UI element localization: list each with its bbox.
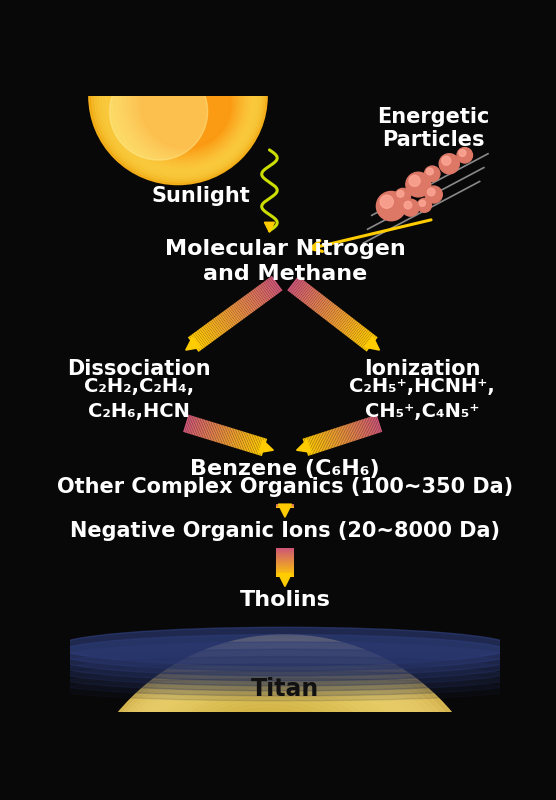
Circle shape bbox=[424, 166, 440, 182]
Circle shape bbox=[136, 708, 398, 800]
Circle shape bbox=[113, 32, 250, 167]
Circle shape bbox=[136, 54, 234, 152]
Ellipse shape bbox=[26, 760, 544, 800]
Circle shape bbox=[153, 727, 370, 800]
Text: Molecular Nitrogen
and Methane: Molecular Nitrogen and Methane bbox=[165, 239, 405, 284]
Circle shape bbox=[425, 186, 442, 203]
Text: Dissociation: Dissociation bbox=[67, 359, 211, 379]
Circle shape bbox=[395, 188, 410, 204]
Ellipse shape bbox=[2, 752, 556, 800]
Circle shape bbox=[419, 200, 425, 206]
Circle shape bbox=[150, 723, 376, 800]
Circle shape bbox=[459, 150, 466, 157]
Ellipse shape bbox=[57, 664, 513, 691]
Circle shape bbox=[86, 654, 474, 800]
Ellipse shape bbox=[57, 650, 513, 681]
Circle shape bbox=[103, 674, 447, 800]
Circle shape bbox=[141, 59, 230, 148]
Circle shape bbox=[402, 199, 419, 216]
Ellipse shape bbox=[57, 678, 513, 701]
Circle shape bbox=[96, 666, 458, 800]
Ellipse shape bbox=[57, 642, 513, 676]
Circle shape bbox=[110, 62, 207, 160]
Circle shape bbox=[418, 198, 431, 212]
Ellipse shape bbox=[41, 766, 529, 800]
Polygon shape bbox=[279, 504, 291, 517]
Circle shape bbox=[89, 7, 267, 185]
Circle shape bbox=[125, 697, 414, 800]
Circle shape bbox=[133, 51, 236, 154]
Text: Energetic
Particles: Energetic Particles bbox=[378, 106, 490, 150]
Text: C₂H₅⁺,HCNH⁺,
CH₅⁺,C₄N₅⁺: C₂H₅⁺,HCNH⁺, CH₅⁺,C₄N₅⁺ bbox=[349, 377, 495, 421]
Circle shape bbox=[119, 38, 246, 163]
Circle shape bbox=[89, 7, 267, 185]
Circle shape bbox=[457, 147, 473, 163]
Ellipse shape bbox=[57, 671, 513, 696]
Ellipse shape bbox=[56, 771, 514, 800]
Circle shape bbox=[107, 678, 441, 800]
Circle shape bbox=[108, 26, 254, 171]
Circle shape bbox=[78, 646, 485, 800]
Circle shape bbox=[439, 154, 459, 174]
Circle shape bbox=[75, 642, 491, 800]
Text: Sunlight: Sunlight bbox=[152, 186, 251, 206]
Circle shape bbox=[93, 662, 464, 800]
Ellipse shape bbox=[57, 634, 513, 671]
Circle shape bbox=[72, 639, 497, 800]
Circle shape bbox=[118, 689, 425, 800]
Circle shape bbox=[128, 701, 409, 800]
Text: Negative Organic Ions (20~8000 Da): Negative Organic Ions (20~8000 Da) bbox=[70, 521, 500, 541]
Circle shape bbox=[125, 43, 242, 159]
Circle shape bbox=[111, 30, 252, 169]
Ellipse shape bbox=[57, 657, 513, 686]
Polygon shape bbox=[186, 337, 200, 350]
Circle shape bbox=[68, 635, 502, 800]
Circle shape bbox=[441, 156, 451, 166]
Circle shape bbox=[409, 175, 420, 186]
Circle shape bbox=[121, 693, 420, 800]
Circle shape bbox=[95, 13, 263, 181]
Ellipse shape bbox=[14, 756, 556, 800]
Circle shape bbox=[380, 195, 393, 208]
Circle shape bbox=[68, 635, 502, 800]
Circle shape bbox=[139, 712, 392, 800]
Circle shape bbox=[111, 681, 436, 800]
Text: Other Complex Organics (100~350 Da): Other Complex Organics (100~350 Da) bbox=[57, 477, 513, 497]
Circle shape bbox=[406, 172, 431, 197]
Text: Tholins: Tholins bbox=[240, 590, 330, 610]
Text: C₂H₂,C₂H₄,
C₂H₆,HCN: C₂H₂,C₂H₄, C₂H₆,HCN bbox=[84, 377, 194, 421]
Text: Benzene (C₆H₆): Benzene (C₆H₆) bbox=[190, 459, 380, 479]
Circle shape bbox=[428, 188, 435, 196]
Circle shape bbox=[397, 190, 404, 198]
Circle shape bbox=[146, 720, 381, 800]
Polygon shape bbox=[279, 574, 291, 586]
Circle shape bbox=[376, 191, 406, 221]
Polygon shape bbox=[365, 337, 380, 350]
Circle shape bbox=[92, 10, 265, 182]
Circle shape bbox=[138, 57, 232, 150]
Circle shape bbox=[127, 46, 240, 158]
Circle shape bbox=[122, 40, 244, 162]
Text: Ionization: Ionization bbox=[364, 359, 480, 379]
Circle shape bbox=[100, 18, 260, 177]
Polygon shape bbox=[265, 222, 275, 232]
Circle shape bbox=[106, 24, 256, 173]
Circle shape bbox=[82, 650, 480, 800]
Text: Titan: Titan bbox=[251, 677, 319, 701]
Circle shape bbox=[404, 202, 412, 209]
Circle shape bbox=[100, 670, 453, 800]
Circle shape bbox=[142, 716, 386, 800]
Circle shape bbox=[132, 704, 403, 800]
Polygon shape bbox=[296, 440, 311, 452]
Circle shape bbox=[116, 35, 248, 166]
Circle shape bbox=[90, 658, 469, 800]
Circle shape bbox=[114, 685, 430, 800]
Circle shape bbox=[426, 168, 433, 175]
Polygon shape bbox=[259, 440, 274, 453]
Ellipse shape bbox=[57, 627, 513, 666]
Circle shape bbox=[103, 21, 257, 175]
Circle shape bbox=[97, 16, 261, 178]
Circle shape bbox=[130, 49, 238, 156]
